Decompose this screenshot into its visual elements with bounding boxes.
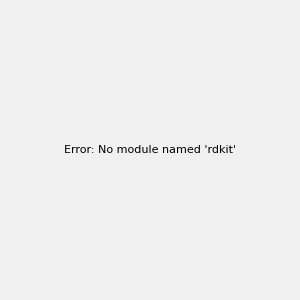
Text: Error: No module named 'rdkit': Error: No module named 'rdkit'	[64, 145, 236, 155]
